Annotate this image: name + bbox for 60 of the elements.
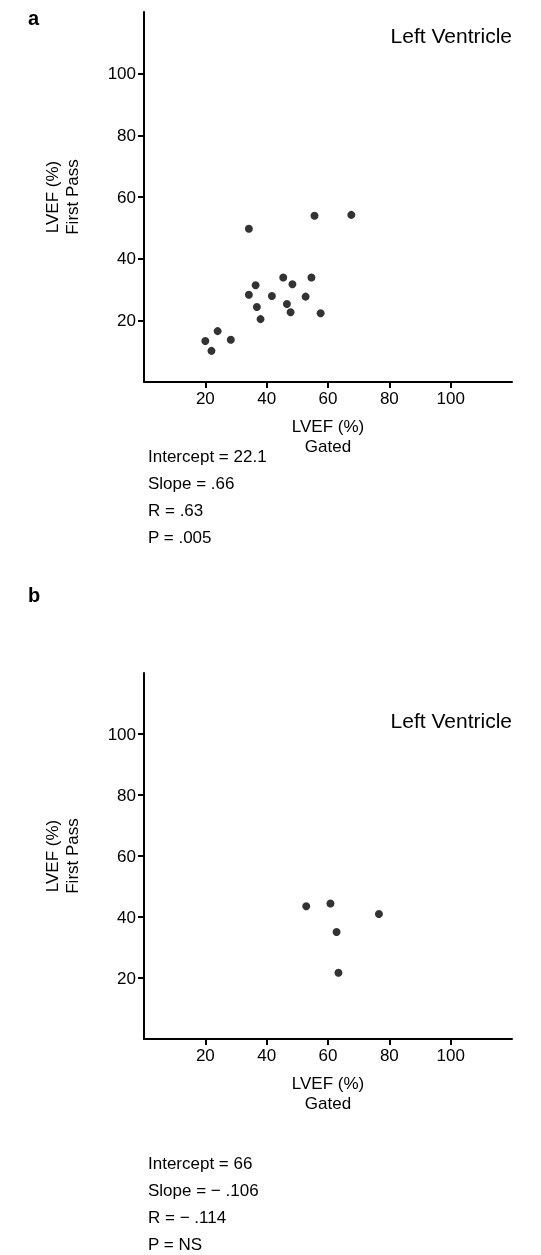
y-tick-label: 60 [117,846,136,866]
y-axis-title: LVEF (%) First Pass [42,159,82,235]
x-axis-title: LVEF (%) Gated [291,1073,365,1113]
text: R = .63 [148,501,204,520]
point [267,291,276,300]
x-tick-label: 60 [318,1046,338,1065]
text: Slope = − .106 [148,1181,259,1200]
y-tick-label: 20 [117,310,136,330]
point [226,335,235,344]
point [256,315,265,324]
point [302,902,311,911]
point [244,290,253,299]
text: P = .005 [148,528,212,547]
point [347,210,356,219]
x-tick-label: 20 [195,389,215,408]
y-axis-title: LVEF (%) First Pass [42,818,82,894]
y-tick-label: 80 [117,785,136,805]
point [279,273,288,282]
point [332,927,341,936]
text: a [28,7,40,29]
point [316,309,325,318]
x-tick-label: 20 [195,1046,215,1065]
point [288,280,297,289]
point [374,909,383,918]
x-tick-label: 80 [379,389,399,408]
point [282,299,291,308]
point [201,336,210,345]
x-tick-label: 40 [257,1046,277,1065]
y-tick-label: 60 [117,187,136,207]
point [307,273,316,282]
point [326,899,335,908]
point [301,292,310,301]
text: b [28,584,41,606]
x-axis-title: LVEF (%) Gated [291,416,365,456]
y-tick-label: 80 [117,125,136,145]
y-tick-label: 40 [117,249,136,269]
point [207,346,216,355]
x-tick-label: 100 [436,1046,465,1065]
x-tick-label: 60 [318,389,338,408]
point [213,327,222,336]
y-tick-label: 40 [117,907,136,927]
point [244,224,253,233]
text: R = − .114 [148,1208,227,1227]
x-tick-label: 40 [257,389,277,408]
point [310,211,319,220]
text: Left Ventricle [390,24,512,47]
x-tick-label: 100 [436,389,465,408]
point [334,968,343,977]
text: Intercept = 66 [148,1154,253,1173]
text: Slope = .66 [148,474,235,493]
point [251,281,260,290]
y-tick-label: 100 [107,64,136,84]
point [252,303,261,312]
text: P = NS [148,1235,203,1254]
y-tick-label: 100 [107,724,136,744]
text: Intercept = 22.1 [148,447,267,466]
y-tick-label: 20 [117,968,136,988]
x-tick-label: 80 [379,1046,399,1065]
text: Left Ventricle [390,709,512,732]
point [286,308,295,317]
